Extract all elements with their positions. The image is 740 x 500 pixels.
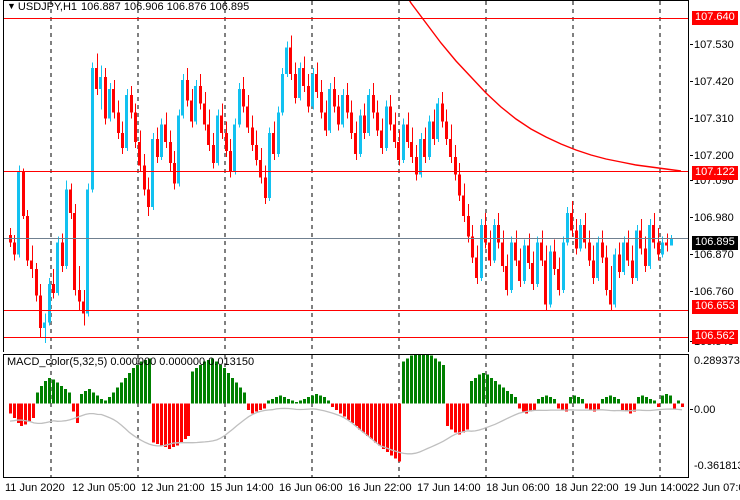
tick-mark [690,118,693,119]
price-tick-label: 107.420 [690,76,734,88]
time-axis-label: 19 Jun 14:00 [624,482,688,494]
time-axis-label: 15 Jun 14:00 [210,482,274,494]
tick-mark [690,155,693,156]
time-axis-label: 22 Jun 07:00 [687,482,740,494]
price-tick-label: 107.310 [690,113,734,125]
level-price-badge[interactable]: 106.653 [692,300,738,314]
time-axis-label: 16 Jun 22:00 [348,482,412,494]
tick-mark [690,81,693,82]
tick-mark [690,180,693,181]
current-price-badge[interactable]: 106.895 [692,236,738,250]
price-tick-label: 106.760 [690,286,734,298]
tick-mark [690,409,693,410]
time-axis-label: 11 Jun 2020 [5,482,65,494]
macd-plot-svg [9,355,684,477]
time-axis-label: 12 Jun 05:00 [72,482,136,494]
price-plot-area[interactable] [3,0,689,352]
time-axis-label: 18 Jun 22:00 [555,482,619,494]
price-tick-label: 106.870 [690,249,734,261]
price-plot-svg [4,1,688,352]
tick-mark [690,217,693,218]
macd-label: MACD_color(5,32,5) 0.000000 0.000000 0.0… [7,356,255,368]
time-axis-label: 18 Jun 06:00 [486,482,550,494]
ohlc-values-label: 106.887 106.906 106.876 106.895 [81,1,250,13]
time-axis[interactable]: 11 Jun 2020 12 Jun 05:00 12 Jun 21:00 15 Ju… [0,479,740,500]
macd-tick-label: -0.361813 [694,460,740,472]
level-price-badge[interactable]: 107.640 [692,11,738,25]
tick-mark [690,291,693,292]
tick-mark [690,341,693,342]
price-tick-label: 107.200 [690,150,734,162]
macd-tick-label: 0.289373 [694,355,740,367]
level-price-badge[interactable]: 106.562 [692,330,738,344]
macd-plot-area[interactable] [3,354,689,478]
price-tick-label: 107.530 [690,39,734,51]
level-price-badge[interactable]: 107.122 [692,166,738,180]
symbol-timeframe-label: USDJPY,H1 [17,1,78,13]
macd-scale: 0.289373 0.00 -0.361813 [690,354,740,478]
price-chart-panel[interactable]: ▼ USDJPY,H1 106.887 106.906 106.876 106.89… [0,0,740,352]
time-axis-label: 12 Jun 21:00 [141,482,205,494]
time-axis-label: 16 Jun 06:00 [279,482,343,494]
tick-mark [690,254,693,255]
time-axis-label: 17 Jun 14:00 [417,482,481,494]
price-tick-label: 106.980 [690,212,734,224]
chart-header: ▼ USDJPY,H1 106.887 106.906 106.876 106.89… [7,1,249,14]
macd-indicator-panel[interactable]: MACD_color(5,32,5) 0.000000 0.000000 0.0… [0,354,740,478]
chevron-down-icon[interactable]: ▼ [7,1,16,11]
tick-mark [690,44,693,45]
macd-tick-label: 0.00 [690,404,715,416]
price-scale[interactable]: 107.530 107.420 107.310 107.200 107.090 106.9… [690,0,740,352]
